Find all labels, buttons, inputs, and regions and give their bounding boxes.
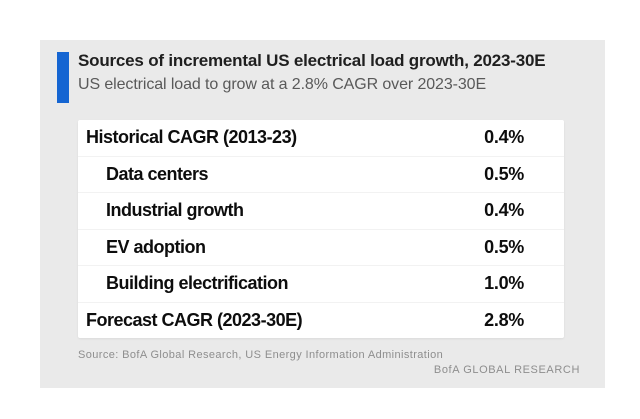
table-row: Industrial growth 0.4% (78, 193, 564, 230)
row-label: Industrial growth (106, 200, 244, 221)
row-label: EV adoption (106, 236, 206, 257)
table-row: Building electrification 1.0% (78, 266, 564, 303)
brand-label: BofA GLOBAL RESEARCH (433, 364, 580, 376)
figure-header: Sources of incremental US electrical loa… (78, 49, 588, 97)
figure-subtitle: US electrical load to grow at a 2.8% CAG… (78, 76, 487, 93)
table-row: Data centers 0.5% (78, 157, 564, 193)
data-table: Historical CAGR (2013-23) 0.4% Data cent… (78, 120, 564, 338)
figure-panel: Sources of incremental US electrical loa… (40, 40, 605, 388)
accent-bar (57, 52, 69, 103)
row-label: Historical CAGR (2013-23) (86, 127, 297, 148)
row-value: 0.5% (484, 236, 524, 257)
table-row: Forecast CAGR (2023-30E) 2.8% (78, 303, 564, 339)
row-value: 0.5% (484, 163, 524, 184)
row-label: Building electrification (106, 273, 289, 294)
row-value: 1.0% (484, 273, 524, 294)
row-label: Forecast CAGR (2023-30E) (86, 309, 303, 330)
row-label: Data centers (106, 163, 209, 184)
row-value: 0.4% (484, 127, 524, 148)
table-row: EV adoption 0.5% (78, 230, 564, 266)
row-value: 2.8% (484, 309, 524, 330)
table-row: Historical CAGR (2013-23) 0.4% (78, 120, 564, 157)
source-attribution: Source: BofA Global Research, US Energy … (78, 349, 444, 361)
figure-title: Sources of incremental US electrical loa… (78, 51, 546, 70)
row-value: 0.4% (484, 200, 524, 221)
